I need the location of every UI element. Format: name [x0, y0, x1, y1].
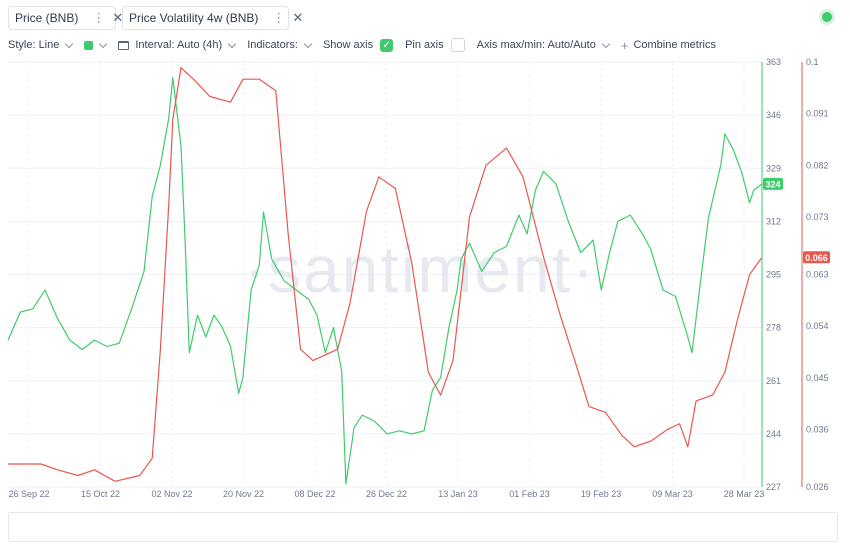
combine-metrics-button[interactable]: + Combine metrics	[621, 38, 716, 53]
volatility-tick-label: 0.036	[806, 425, 829, 435]
style-label: Style: Line	[8, 39, 60, 51]
volatility-tick-label: 0.045	[806, 373, 829, 383]
price-tick-label: 261	[766, 376, 781, 386]
combine-metrics-label: Combine metrics	[633, 39, 716, 51]
close-icon[interactable]: ✕	[292, 10, 304, 25]
chart-axes: 26 Sep 22 15 Oct 22 02 Nov 22 20 Nov 22 08 D…	[8, 57, 830, 499]
color-swatch-icon	[84, 40, 94, 50]
checkbox-unchecked-icon[interactable]	[450, 38, 465, 52]
volatility-tick-label: 0.073	[806, 212, 829, 222]
volatility-line	[8, 67, 763, 482]
calendar-icon	[118, 40, 130, 50]
show-axis-label: Show axis	[322, 39, 374, 51]
axis-maxmin-label: Axis max/min: Auto/Auto	[476, 39, 596, 51]
x-tick-label: 28 Mar 23	[724, 489, 765, 499]
x-tick-label: 08 Dec 22	[294, 489, 335, 499]
price-tick-label: 278	[766, 323, 781, 333]
price-tick-label: 363	[766, 57, 781, 67]
live-status-icon	[822, 12, 832, 22]
time-range-navigator[interactable]	[8, 512, 838, 542]
indicators-label: Indicators:	[247, 39, 298, 51]
price-tick-label: 227	[766, 482, 781, 492]
volatility-tick-label: 0.082	[806, 160, 829, 170]
current-price-label: 324	[765, 179, 780, 189]
volatility-tick-label: 0.063	[806, 270, 829, 280]
x-tick-label: 26 Dec 22	[366, 489, 407, 499]
x-tick-label: 19 Feb 23	[581, 489, 622, 499]
current-volatility-label: 0.066	[805, 253, 828, 263]
interval-dropdown[interactable]: Interval: Auto (4h)	[118, 39, 237, 51]
price-line	[7, 76, 763, 485]
price-tick-label: 295	[766, 270, 781, 280]
current-volatility-badge	[803, 251, 830, 264]
pin-axis-label: Pin axis	[405, 39, 444, 51]
more-options-icon[interactable]: ⋮	[272, 10, 285, 25]
indicators-dropdown[interactable]: Indicators:	[247, 39, 313, 51]
chart-series	[7, 67, 763, 485]
x-tick-label: 09 Mar 23	[652, 489, 693, 499]
volatility-tick-label: 0.091	[806, 109, 829, 119]
style-dropdown[interactable]: Style: Line	[8, 39, 74, 51]
more-options-icon[interactable]: ⋮	[92, 10, 105, 25]
volatility-tick-label: 0.026	[806, 482, 829, 492]
santiment-watermark: ·santiment·	[244, 232, 596, 306]
price-tick-label: 312	[766, 216, 781, 226]
price-tick-label: 329	[766, 163, 781, 173]
pin-axis-toggle[interactable]: Pin axis	[405, 38, 465, 52]
chart-toolbar: Style: Line Interval: Auto (4h) Indicato…	[8, 37, 728, 53]
plus-icon: +	[620, 37, 629, 53]
volatility-tick-label: 0.1	[806, 57, 819, 67]
interval-label: Interval: Auto (4h)	[135, 39, 223, 51]
x-tick-label: 13 Jan 23	[438, 489, 478, 499]
x-tick-label: 01 Feb 23	[509, 489, 550, 499]
metric-tab-label: Price Volatility 4w (BNB)	[129, 11, 259, 25]
x-tick-label: 02 Nov 22	[151, 489, 192, 499]
close-icon[interactable]: ✕	[112, 10, 124, 25]
metric-tab-label: Price (BNB)	[15, 11, 79, 25]
axis-maxmin-dropdown[interactable]: Axis max/min: Auto/Auto	[476, 39, 611, 51]
volatility-tick-label: 0.054	[806, 321, 829, 331]
x-tick-label: 26 Sep 22	[8, 489, 49, 499]
metric-tab-price[interactable]: Price (BNB) ⋮ ✕	[8, 6, 123, 30]
metric-tab-volatility[interactable]: Price Volatility 4w (BNB) ⋮ ✕	[122, 6, 303, 30]
price-tick-label: 244	[766, 429, 781, 439]
current-price-badge	[763, 177, 783, 190]
price-tick-label: 346	[766, 110, 781, 120]
chart-grid	[8, 61, 762, 488]
color-picker[interactable]	[84, 39, 108, 50]
x-tick-label: 20 Nov 22	[223, 489, 264, 499]
show-axis-toggle[interactable]: Show axis ✓	[322, 38, 394, 52]
x-tick-label: 15 Oct 22	[81, 489, 120, 499]
checkbox-checked-icon[interactable]: ✓	[380, 38, 394, 52]
